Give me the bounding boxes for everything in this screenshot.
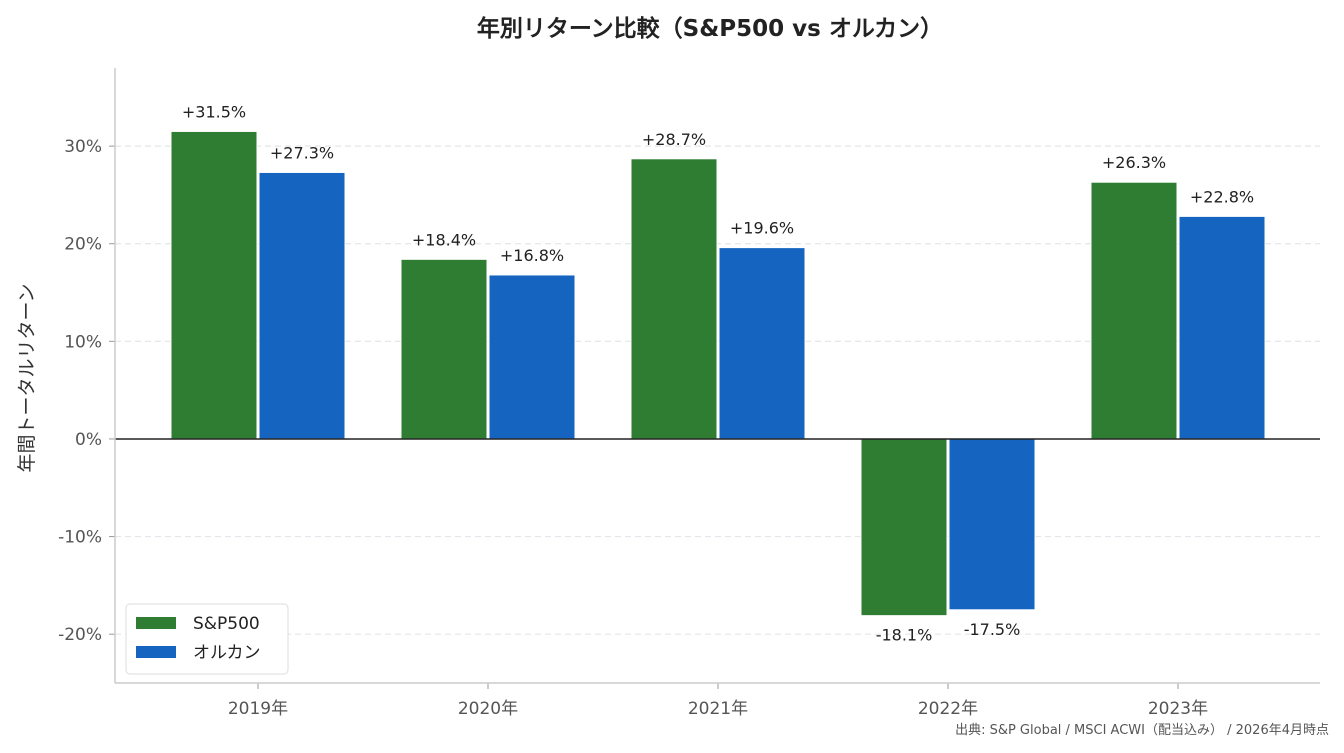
data-label: +16.8%	[500, 246, 564, 265]
bar-allcountry	[718, 247, 806, 440]
y-tick-label: -10%	[58, 528, 102, 548]
y-tick-label: 20%	[64, 235, 102, 255]
bars: +31.5% +18.4% +28.7% -18.1% +26.3% +27.3% +16.…	[170, 102, 1266, 645]
legend-label: S&P500	[193, 614, 260, 634]
bar-sp500	[1090, 181, 1178, 440]
bar-sp500	[400, 258, 488, 440]
data-label: +18.4%	[412, 230, 476, 249]
data-label: +26.3%	[1102, 153, 1166, 172]
data-label: +28.7%	[642, 130, 706, 149]
legend-swatch	[136, 646, 176, 658]
data-label: -18.1%	[876, 626, 933, 645]
bar-allcountry	[948, 438, 1036, 611]
data-label: +27.3%	[270, 143, 334, 162]
legend-swatch	[136, 617, 176, 629]
y-tick-label: -20%	[58, 625, 102, 645]
y-tick-label: 0%	[75, 430, 102, 450]
x-tick-label: 2021年	[688, 699, 748, 719]
legend-label: オルカン	[193, 643, 261, 663]
bar-sp500	[630, 158, 718, 440]
bar-allcountry	[1178, 215, 1266, 440]
axes: -20% -10% 0% 10% 20% 30% 2019年 2020年 2021年 2022年 2…	[58, 68, 1320, 719]
bar-allcountry	[488, 274, 576, 440]
y-axis-label: 年間トータルリターン	[16, 283, 38, 472]
x-tick-label: 2019年	[228, 699, 288, 719]
source-note: 出典: S&P Global / MSCI ACWI（配当込み） / 2026年…	[955, 723, 1329, 738]
bar-sp500	[170, 130, 258, 440]
legend: S&P500 オルカン	[125, 603, 289, 675]
y-tick-label: 10%	[64, 332, 102, 352]
y-tick-label: 30%	[64, 137, 102, 157]
x-tick-label: 2022年	[918, 699, 978, 719]
x-tick-label: 2023年	[1148, 699, 1208, 719]
data-label: -17.5%	[964, 620, 1021, 639]
bar-sp500	[860, 438, 948, 617]
x-tick-label: 2020年	[458, 699, 518, 719]
chart-title: 年別リターン比較（S&P500 vs オルカン）	[477, 15, 943, 42]
data-label: +31.5%	[182, 102, 246, 121]
bar-allcountry	[258, 171, 346, 440]
data-label: +19.6%	[730, 219, 794, 238]
data-label: +22.8%	[1190, 187, 1254, 206]
